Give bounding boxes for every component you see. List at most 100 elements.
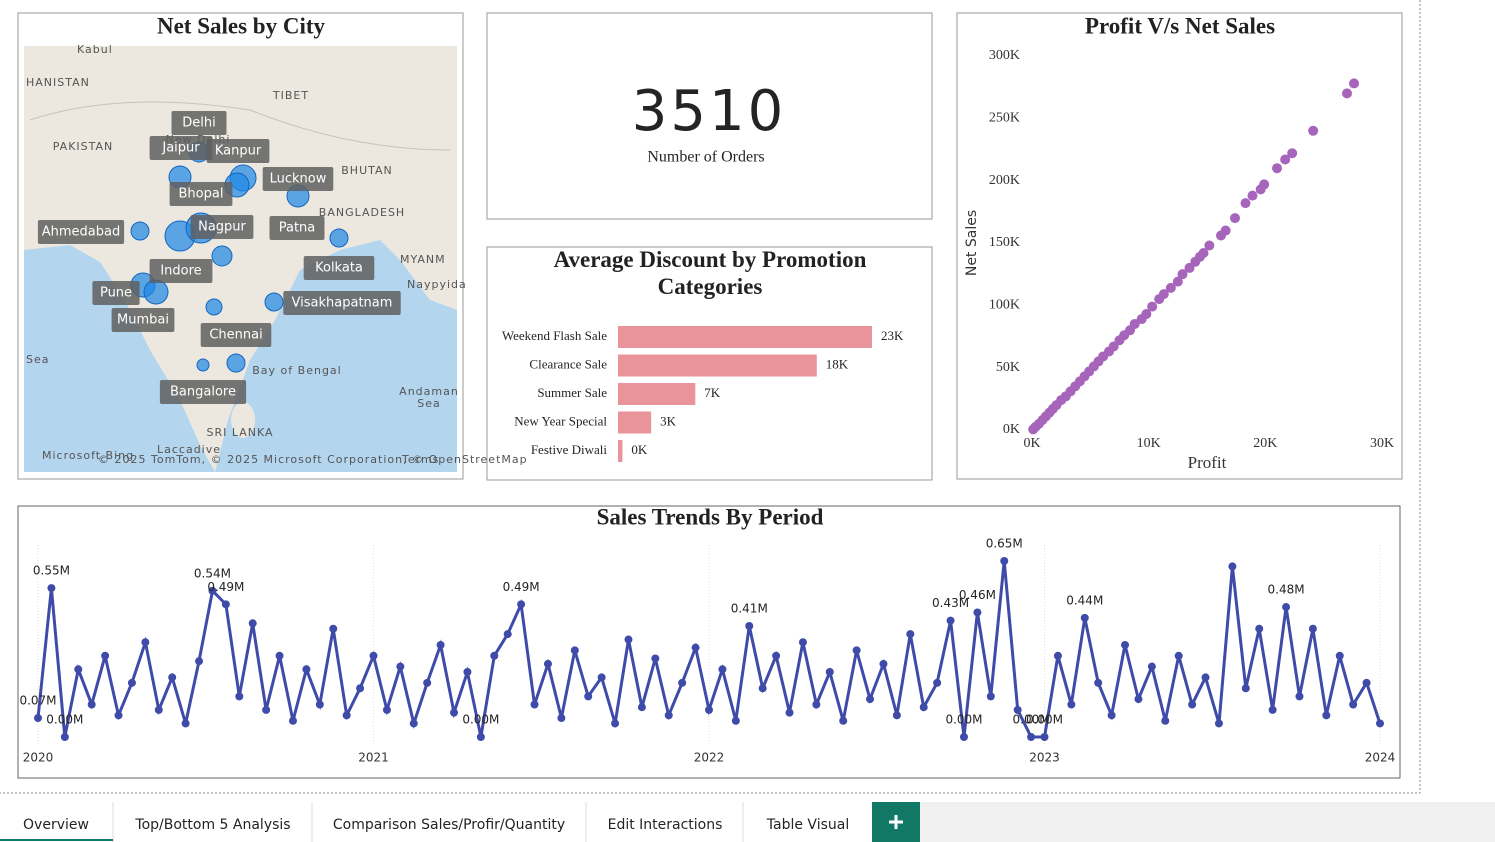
x-tick-label: 10K bbox=[1137, 436, 1161, 451]
category-label: Summer Sale bbox=[537, 385, 607, 400]
map-title: Net Sales by City bbox=[157, 13, 326, 38]
point bbox=[476, 733, 485, 741]
point bbox=[1272, 163, 1282, 174]
point bbox=[503, 630, 512, 639]
point bbox=[1136, 314, 1147, 325]
city-label: Patna bbox=[279, 221, 316, 236]
point bbox=[1287, 148, 1298, 159]
point bbox=[127, 678, 136, 687]
city-label-box bbox=[283, 291, 401, 315]
point bbox=[1027, 733, 1036, 741]
title-line: Average Discount by Promotion bbox=[554, 247, 867, 272]
y-tick-label: 150K bbox=[989, 235, 1020, 250]
city-bubble bbox=[329, 228, 349, 248]
point bbox=[731, 716, 740, 725]
point bbox=[356, 684, 365, 693]
point bbox=[396, 662, 405, 671]
point bbox=[1188, 700, 1197, 709]
tab[interactable]: Edit Interactions bbox=[608, 817, 723, 833]
point bbox=[946, 616, 955, 625]
point bbox=[839, 716, 848, 725]
city-label-box bbox=[169, 182, 233, 206]
map-label: Sea bbox=[417, 397, 441, 410]
point bbox=[785, 708, 794, 717]
map-label: Kabul bbox=[77, 43, 113, 56]
point bbox=[1255, 184, 1266, 195]
value-label: 0.49M bbox=[503, 580, 540, 594]
point bbox=[1247, 190, 1258, 201]
map-label: Andaman bbox=[399, 385, 459, 398]
point bbox=[1214, 719, 1223, 728]
map-island bbox=[231, 402, 255, 438]
value-label: 3K bbox=[660, 413, 677, 428]
category-label: New Year Special bbox=[514, 413, 607, 428]
tab[interactable]: Overview bbox=[23, 817, 89, 833]
city-label: Jaipur bbox=[161, 141, 200, 156]
city-label-box bbox=[159, 380, 247, 404]
point bbox=[852, 646, 861, 655]
point bbox=[248, 619, 257, 628]
point bbox=[1376, 719, 1384, 728]
map-label: TIBET bbox=[272, 89, 309, 102]
chart-title: Profit V/s Net Sales bbox=[1085, 13, 1275, 38]
value-label: 0.00M bbox=[1013, 713, 1050, 727]
point bbox=[584, 692, 593, 701]
map-label: © 2025 TomTom, © 2025 Microsoft Corporat… bbox=[98, 453, 528, 466]
value-label: 0.07M bbox=[19, 694, 56, 708]
city-label: Mumbai bbox=[117, 313, 169, 328]
point bbox=[101, 651, 110, 660]
point bbox=[275, 651, 284, 660]
point bbox=[1230, 213, 1240, 224]
point bbox=[1255, 624, 1264, 633]
bar bbox=[618, 383, 696, 405]
point bbox=[1349, 700, 1358, 709]
value-label: 18K bbox=[826, 356, 849, 371]
bar bbox=[618, 354, 817, 377]
city-label-box bbox=[190, 215, 254, 239]
point bbox=[705, 705, 713, 714]
city-bubble bbox=[264, 292, 284, 312]
map-label: Bay of Bengal bbox=[252, 364, 341, 377]
tab[interactable]: Table Visual bbox=[766, 817, 849, 833]
x-axis-title: Profit bbox=[1188, 453, 1227, 472]
city-label: Visakhapatnam bbox=[292, 296, 393, 311]
point bbox=[1335, 651, 1344, 660]
point bbox=[47, 584, 56, 593]
value-label: 0.49M bbox=[207, 580, 244, 594]
city-label: Bhopal bbox=[179, 187, 224, 202]
map-label: Microsoft Bing bbox=[42, 449, 134, 462]
point bbox=[1322, 711, 1331, 720]
point bbox=[1349, 78, 1359, 89]
add-icon bbox=[889, 815, 903, 829]
point bbox=[1165, 282, 1176, 293]
tab[interactable]: Top/Bottom 5 Analysis bbox=[134, 817, 290, 833]
city-label-box bbox=[303, 256, 375, 280]
point bbox=[745, 621, 754, 630]
kpi-label: Number of Orders bbox=[647, 149, 764, 166]
city-label-box bbox=[37, 220, 125, 244]
point bbox=[1040, 733, 1049, 741]
map-label: HANISTAN bbox=[26, 76, 90, 89]
point bbox=[436, 640, 445, 649]
map-sea bbox=[24, 245, 215, 472]
point bbox=[1216, 230, 1226, 241]
city-label: Lucknow bbox=[270, 172, 327, 187]
point bbox=[1342, 88, 1352, 99]
tab[interactable]: Comparison Sales/Profir/Quantity bbox=[333, 817, 565, 833]
point bbox=[262, 705, 271, 714]
map-label: Laccadive bbox=[157, 443, 221, 456]
point bbox=[1228, 562, 1237, 571]
point bbox=[825, 668, 834, 677]
tab-bar-fill bbox=[920, 802, 1495, 842]
value-label: 0.46M bbox=[959, 588, 996, 602]
point bbox=[329, 624, 338, 633]
bar bbox=[618, 411, 652, 434]
point bbox=[1134, 695, 1143, 704]
point bbox=[1080, 613, 1089, 622]
point bbox=[302, 665, 311, 674]
map-label: Sea bbox=[26, 353, 50, 366]
point bbox=[208, 586, 217, 595]
city-bubble bbox=[196, 358, 210, 372]
y-tick-label: 100K bbox=[989, 298, 1020, 313]
point bbox=[678, 678, 687, 687]
